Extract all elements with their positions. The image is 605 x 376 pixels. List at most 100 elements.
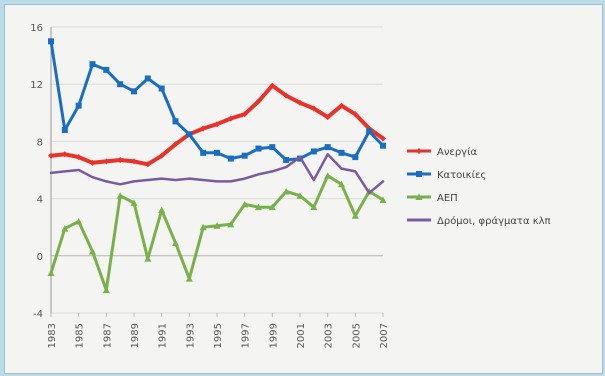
data-point: [380, 142, 386, 149]
axes: -4 0 4 8 12 16 1983 1985 1987 1989 1991 1993 1995 199…: [30, 23, 390, 348]
y-tick-label: -4: [33, 309, 43, 320]
legend-item-ανεργία: Ανεργία: [407, 146, 477, 158]
data-point: [131, 88, 137, 95]
series-line: [49, 153, 385, 195]
data-point: [200, 125, 207, 132]
grid: [51, 26, 383, 314]
y-tick-label: 0: [37, 252, 43, 263]
data-point: [75, 217, 83, 225]
data-point: [338, 180, 345, 188]
data-point: [130, 199, 138, 206]
data-point: [131, 158, 137, 165]
line-chart: -4 0 4 8 12 16 1983 1985 1987 1989 1991 1993 1995 199…: [30, 23, 551, 348]
data-point: [186, 131, 193, 138]
data-point: [158, 152, 165, 159]
data-point: [351, 212, 359, 219]
data-point: [324, 114, 331, 121]
data-point: [158, 206, 166, 214]
data-point: [338, 102, 345, 109]
data-point: [117, 156, 124, 163]
data-point: [269, 82, 276, 89]
legend-label: ΑΕΠ: [437, 193, 458, 204]
data-point: [117, 81, 124, 88]
data-point: [214, 149, 220, 156]
series: [47, 38, 387, 294]
y-tick-label: 16: [30, 23, 43, 34]
x-tick-label: 1999: [268, 323, 279, 348]
data-point: [255, 98, 262, 105]
data-point: [379, 196, 387, 204]
data-point: [200, 149, 207, 156]
series-line: [49, 39, 385, 162]
data-point: [366, 128, 373, 135]
data-point: [338, 149, 345, 156]
x-tick-label: 1983: [47, 323, 58, 348]
legend-marker: [416, 148, 422, 154]
series-line: [49, 174, 385, 292]
data-point: [61, 126, 68, 133]
data-point: [255, 145, 262, 152]
x-tick-label: 1989: [130, 323, 141, 348]
data-point: [89, 159, 96, 166]
data-point: [75, 154, 82, 161]
x-tick-label: 2007: [379, 323, 390, 348]
legend-label: Κατοικίες: [437, 169, 486, 181]
data-point: [241, 200, 249, 208]
data-point: [255, 203, 262, 211]
data-point: [116, 192, 124, 199]
data-point: [227, 220, 235, 228]
data-point: [102, 286, 110, 294]
legend-marker: [416, 171, 422, 177]
data-point: [47, 269, 55, 276]
data-point: [352, 154, 359, 161]
data-point: [283, 156, 290, 163]
data-point: [283, 92, 290, 99]
data-point: [48, 152, 54, 159]
y-tick-label: 12: [30, 80, 43, 91]
series-δρόμοι-φράγματα-κλπ: [49, 153, 385, 195]
x-tick-label: 1987: [102, 323, 113, 348]
x-tick-label: 1985: [75, 323, 86, 348]
y-tick-label: 8: [37, 137, 43, 148]
legend-label: Ανεργία: [437, 146, 477, 158]
x-tick-label: 1995: [213, 323, 224, 348]
data-point: [89, 61, 96, 68]
x-tick-label: 2003: [324, 323, 335, 348]
data-point: [227, 115, 234, 122]
data-point: [214, 121, 220, 128]
data-point: [227, 155, 234, 162]
series-κατοικίες: [48, 38, 386, 163]
data-point: [144, 161, 151, 168]
data-point: [380, 135, 386, 142]
data-point: [269, 144, 276, 151]
data-point: [282, 187, 290, 195]
x-tick-label: 2001: [296, 323, 307, 348]
data-point: [172, 118, 179, 125]
data-point: [310, 148, 317, 155]
y-tick-label: 4: [37, 195, 43, 206]
data-point: [89, 248, 96, 255]
data-point: [213, 222, 221, 229]
data-point: [103, 158, 110, 165]
chart-frame: -4 0 4 8 12 16 1983 1985 1987 1989 1991 1993 1995 199…: [4, 4, 603, 374]
legend-marker: [415, 193, 423, 200]
data-point: [310, 203, 318, 211]
legend: Ανεργία Κατοικίες ΑΕΠ Δρόμοι, φράγματα κλπ: [407, 146, 551, 227]
data-point: [310, 105, 317, 112]
data-point: [297, 99, 303, 106]
x-tick-label: 1997: [241, 323, 252, 348]
data-point: [296, 192, 304, 199]
data-point: [61, 225, 69, 232]
data-point: [144, 75, 151, 82]
series-αεπ: [47, 172, 387, 294]
data-point: [185, 275, 193, 282]
legend-label: Δρόμοι, φράγματα κλπ: [437, 215, 551, 227]
data-point: [324, 172, 332, 179]
data-point: [158, 85, 165, 92]
x-tick-label: 1993: [185, 323, 196, 348]
x-tick-label: 2005: [351, 323, 362, 348]
legend-item-δρόμοι-φράγματα-κλπ: Δρόμοι, φράγματα κλπ: [407, 215, 551, 227]
data-point: [172, 141, 179, 148]
legend-item-αεπ: ΑΕΠ: [407, 193, 458, 204]
data-point: [61, 151, 68, 158]
